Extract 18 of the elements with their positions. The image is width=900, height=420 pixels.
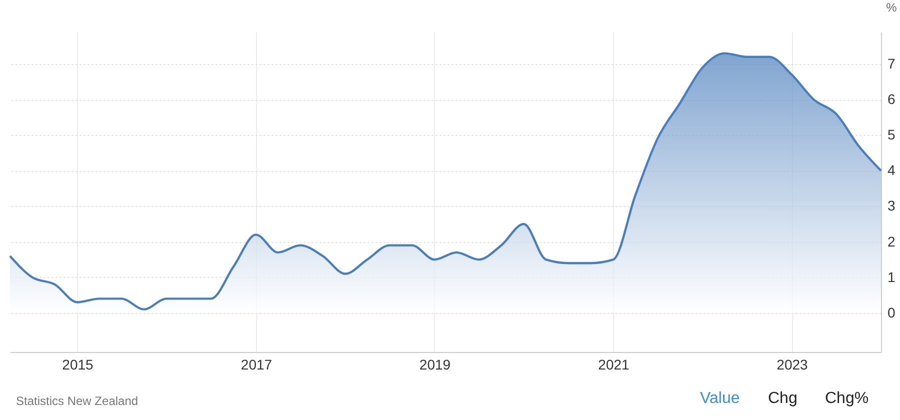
y-tick-label: 4	[888, 162, 896, 178]
text: Chg%	[825, 390, 869, 408]
text: Chg	[768, 390, 798, 408]
y-tick-label: 2	[888, 233, 896, 250]
text: Statistics New Zealand	[16, 394, 138, 408]
x-tick-label: 2017	[240, 356, 272, 372]
x-tick-label: 2023	[776, 356, 808, 372]
x-tick-label: 2019	[419, 356, 451, 372]
x-tick-label: 2015	[62, 356, 94, 372]
text: Value	[700, 390, 740, 408]
y-tick-label: 5	[888, 126, 896, 143]
x-tick-label: 2021	[598, 356, 630, 372]
y-tick-label: 0	[888, 304, 896, 320]
y-axis-title: %	[886, 0, 898, 14]
y-tick-label: 6	[888, 91, 896, 108]
y-tick-label: 3	[888, 198, 896, 214]
y-tick-label: 1	[888, 268, 896, 285]
y-tick-label: 7	[888, 56, 896, 72]
